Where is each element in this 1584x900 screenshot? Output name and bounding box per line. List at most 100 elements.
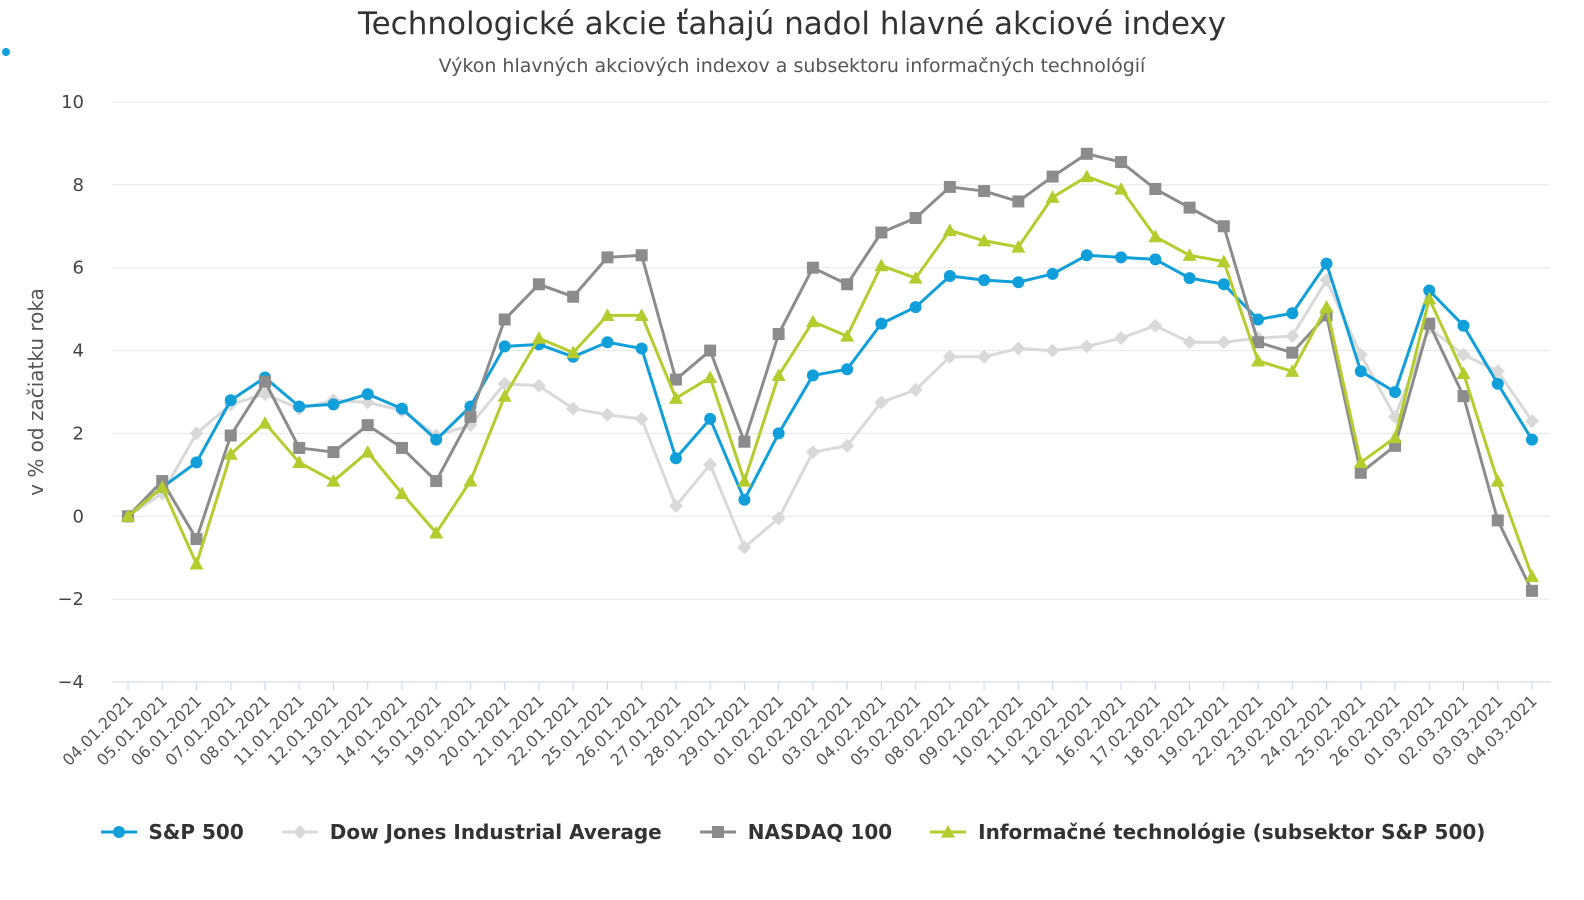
data-point[interactable] — [738, 435, 751, 448]
data-point[interactable] — [1423, 317, 1436, 330]
data-point[interactable] — [155, 480, 170, 493]
data-point[interactable] — [1216, 335, 1231, 350]
data-point[interactable] — [1182, 335, 1197, 350]
data-point[interactable] — [360, 445, 375, 458]
data-point[interactable] — [943, 180, 956, 193]
data-point[interactable] — [978, 185, 991, 198]
data-point[interactable] — [1115, 156, 1128, 169]
data-point[interactable] — [394, 486, 409, 500]
data-point[interactable] — [566, 401, 581, 416]
legend-item[interactable]: Dow Jones Industrial Average — [280, 820, 662, 844]
data-point[interactable] — [874, 258, 889, 272]
data-point[interactable] — [293, 441, 306, 454]
data-point[interactable] — [531, 331, 546, 344]
data-point[interactable] — [361, 388, 374, 401]
data-point[interactable] — [1389, 386, 1402, 398]
data-point[interactable] — [635, 342, 648, 355]
data-point[interactable] — [464, 410, 477, 423]
data-point[interactable] — [1046, 267, 1059, 280]
data-point[interactable] — [224, 394, 237, 407]
data-point[interactable] — [1046, 170, 1059, 183]
data-point[interactable] — [1182, 248, 1197, 261]
data-point[interactable] — [772, 427, 785, 440]
data-point[interactable] — [498, 313, 511, 326]
data-point[interactable] — [1319, 300, 1334, 313]
data-point[interactable] — [1354, 466, 1367, 479]
data-point[interactable] — [1285, 364, 1300, 377]
data-point[interactable] — [497, 389, 512, 402]
data-point[interactable] — [1491, 377, 1504, 390]
data-point[interactable] — [429, 525, 444, 539]
data-point[interactable] — [223, 447, 238, 460]
data-point[interactable] — [1183, 272, 1196, 285]
data-point[interactable] — [1285, 329, 1300, 344]
data-point[interactable] — [806, 369, 819, 382]
data-point[interactable] — [430, 433, 443, 446]
data-point[interactable] — [909, 301, 922, 314]
data-point[interactable] — [771, 511, 786, 526]
data-point[interactable] — [293, 400, 306, 413]
data-point[interactable] — [1114, 182, 1129, 195]
data-point[interactable] — [1286, 346, 1299, 359]
data-point[interactable] — [806, 261, 819, 274]
data-point[interactable] — [1490, 364, 1505, 379]
data-point[interactable] — [841, 278, 854, 291]
data-point[interactable] — [634, 411, 649, 426]
data-point[interactable] — [875, 226, 888, 239]
data-point[interactable] — [258, 375, 271, 388]
data-point[interactable] — [942, 223, 957, 237]
data-point[interactable] — [600, 407, 615, 422]
data-point[interactable] — [874, 395, 889, 410]
data-point[interactable] — [737, 474, 752, 487]
data-point[interactable] — [738, 493, 751, 506]
data-point[interactable] — [1320, 257, 1333, 270]
data-point[interactable] — [292, 455, 307, 469]
data-point[interactable] — [1149, 253, 1162, 266]
data-point[interactable] — [1525, 569, 1539, 582]
data-point[interactable] — [1490, 474, 1505, 487]
data-point[interactable] — [1526, 433, 1538, 446]
data-point[interactable] — [567, 290, 580, 303]
data-point[interactable] — [704, 412, 717, 425]
data-point[interactable] — [1080, 249, 1093, 262]
data-point[interactable] — [1149, 183, 1162, 195]
data-point[interactable] — [224, 429, 237, 442]
data-point[interactable] — [1286, 307, 1299, 320]
data-point[interactable] — [1353, 455, 1368, 469]
data-point[interactable] — [977, 233, 992, 247]
data-point[interactable] — [1012, 195, 1025, 208]
data-point[interactable] — [908, 382, 923, 397]
data-point[interactable] — [190, 456, 203, 469]
data-point[interactable] — [1148, 229, 1163, 243]
data-point[interactable] — [1491, 514, 1504, 527]
menu-dot-icon[interactable] — [2, 48, 10, 56]
data-point[interactable] — [669, 452, 682, 465]
legend-item[interactable]: S&P 500 — [99, 820, 244, 844]
data-point[interactable] — [327, 398, 340, 411]
data-point[interactable] — [978, 274, 991, 287]
data-point[interactable] — [1216, 254, 1231, 268]
data-point[interactable] — [1457, 319, 1470, 332]
data-point[interactable] — [840, 329, 855, 342]
data-point[interactable] — [943, 270, 956, 282]
data-point[interactable] — [1252, 336, 1265, 349]
data-point[interactable] — [1252, 313, 1265, 326]
data-point[interactable] — [1080, 147, 1093, 160]
data-point[interactable] — [977, 349, 992, 364]
data-point[interactable] — [805, 314, 820, 328]
data-point[interactable] — [908, 271, 923, 284]
data-point[interactable] — [1251, 353, 1266, 367]
data-point[interactable] — [1456, 347, 1471, 362]
data-point[interactable] — [531, 378, 546, 393]
data-point[interactable] — [395, 402, 408, 415]
data-point[interactable] — [1045, 190, 1060, 203]
data-point[interactable] — [1526, 584, 1538, 597]
data-point[interactable] — [1525, 414, 1539, 428]
data-point[interactable] — [361, 419, 374, 432]
data-point[interactable] — [737, 540, 752, 555]
data-point[interactable] — [909, 212, 922, 224]
data-point[interactable] — [1183, 201, 1196, 214]
data-point[interactable] — [1011, 341, 1026, 356]
data-point[interactable] — [497, 376, 512, 391]
data-point[interactable] — [942, 349, 957, 364]
